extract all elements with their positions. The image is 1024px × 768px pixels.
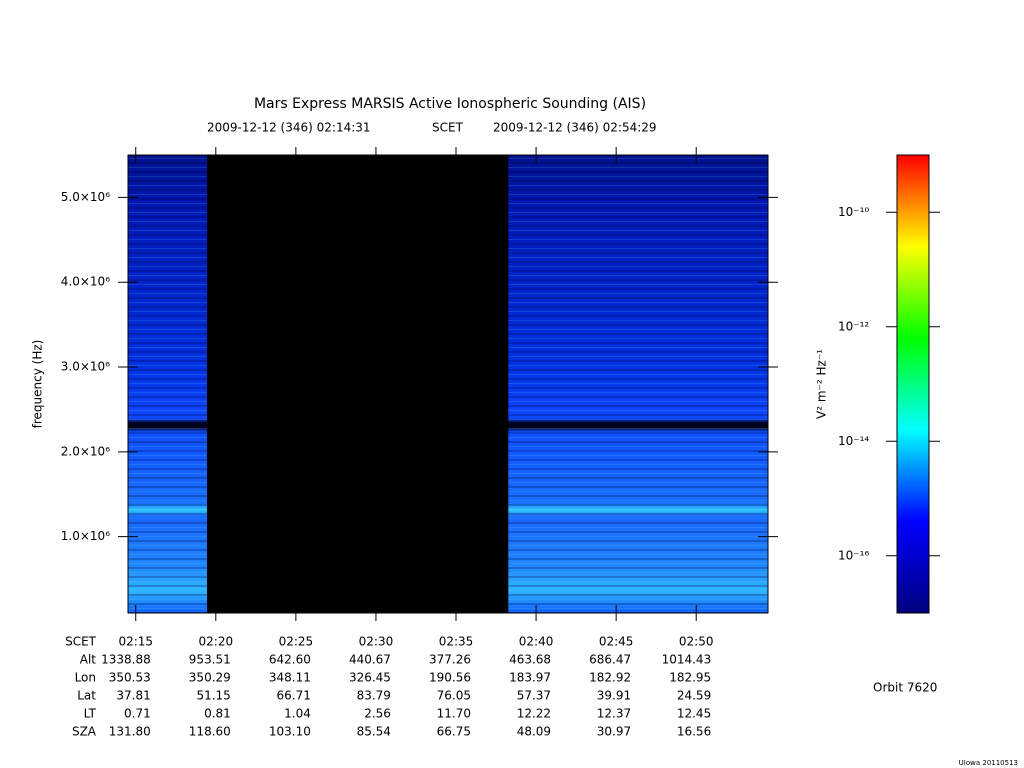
chart-title: Mars Express MARSIS Active Ionospheric S… <box>254 96 646 112</box>
ephemeris-value: 1.04 <box>284 707 311 721</box>
ephemeris-value: 12.45 <box>677 707 711 721</box>
ephemeris-value: 2.56 <box>364 707 391 721</box>
ephemeris-value: 12.37 <box>597 707 631 721</box>
ephemeris-value: 118.60 <box>189 725 231 739</box>
subtitle-label: SCET <box>432 121 464 135</box>
x-tick-label: 02:30 <box>359 635 394 649</box>
x-tick-label: 02:25 <box>279 635 314 649</box>
ephemeris-value: 183.97 <box>509 671 551 685</box>
y-tick-label: 4.0×10⁶ <box>61 275 110 289</box>
x-tick-label: 02:50 <box>679 635 714 649</box>
ephemeris-value: 642.60 <box>269 653 311 667</box>
orbit-label: Orbit 7620 <box>873 681 937 695</box>
ephemeris-row-label: Lon <box>75 671 96 685</box>
ephemeris-value: 11.70 <box>437 707 471 721</box>
ephemeris-value: 12.22 <box>517 707 551 721</box>
y-axis-label: frequency (Hz) <box>31 340 45 429</box>
ephemeris-value: 440.67 <box>349 653 391 667</box>
spectrogram-texture <box>128 155 207 613</box>
x-tick-label: 02:15 <box>118 635 153 649</box>
ephemeris-value: 66.71 <box>277 689 311 703</box>
ephemeris-value: 83.79 <box>357 689 391 703</box>
ephemeris-value: 1338.88 <box>101 653 151 667</box>
ephemeris-value: 0.71 <box>124 707 151 721</box>
ephemeris-value: 51.15 <box>196 689 230 703</box>
plot-area <box>128 155 768 613</box>
colorbar-tick-label: 10⁻¹⁴ <box>838 434 869 448</box>
x-tick-label: 02:45 <box>599 635 634 649</box>
ephemeris-value: 0.81 <box>204 707 231 721</box>
ephemeris-value: 463.68 <box>509 653 551 667</box>
ephemeris-row-label: Alt <box>80 653 97 667</box>
ephemeris-value: 182.95 <box>669 671 711 685</box>
ephemeris-value: 39.91 <box>597 689 631 703</box>
y-tick-label: 5.0×10⁶ <box>61 190 110 204</box>
ephemeris-value: 30.97 <box>597 725 631 739</box>
ephemeris-value: 348.11 <box>269 671 311 685</box>
ephemeris-value: 686.47 <box>589 653 631 667</box>
ephemeris-value: 190.56 <box>429 671 471 685</box>
x-tick-label: 02:20 <box>199 635 234 649</box>
ephemeris-value: 24.59 <box>677 689 711 703</box>
ephemeris-value: 57.37 <box>517 689 551 703</box>
colorbar-tick-label: 10⁻¹⁰ <box>838 205 869 219</box>
ephemeris-value: 350.29 <box>189 671 231 685</box>
y-tick-label: 1.0×10⁶ <box>61 529 110 543</box>
spectrogram-texture <box>508 155 768 613</box>
ephemeris-value: 1014.43 <box>662 653 712 667</box>
subtitle-start: 2009-12-12 (346) 02:14:31 <box>207 121 371 135</box>
ephemeris-row-label: SZA <box>72 725 97 739</box>
colorbar-tick-label: 10⁻¹² <box>838 319 869 333</box>
ephemeris-value: 953.51 <box>189 653 231 667</box>
x-tick-label: 02:40 <box>519 635 554 649</box>
ephemeris-value: 85.54 <box>357 725 391 739</box>
colorbar-tick-label: 10⁻¹⁶ <box>838 548 869 562</box>
plot-frame <box>127 154 769 614</box>
colorbar-label: V² m⁻² Hz⁻¹ <box>815 349 829 419</box>
subtitle-end: 2009-12-12 (346) 02:54:29 <box>493 121 657 135</box>
footer: UIowa 20110513 <box>959 759 1018 767</box>
ephemeris-value: 350.53 <box>109 671 151 685</box>
ephemeris-value: 131.80 <box>109 725 151 739</box>
x-tick-label: 02:35 <box>439 635 474 649</box>
colorbar <box>896 154 930 614</box>
ephemeris-value: 377.26 <box>429 653 471 667</box>
ephemeris-value: 16.56 <box>677 725 711 739</box>
ephemeris-value: 76.05 <box>437 689 471 703</box>
ephemeris-value: 103.10 <box>269 725 311 739</box>
ephemeris-value: 66.75 <box>437 725 471 739</box>
y-tick-label: 2.0×10⁶ <box>61 444 110 458</box>
ephemeris-value: 48.09 <box>517 725 551 739</box>
ephemeris-value: 326.45 <box>349 671 391 685</box>
ephemeris-time-label: SCET <box>65 635 97 649</box>
ephemeris-value: 182.92 <box>589 671 631 685</box>
ephemeris-row-label: Lat <box>77 689 96 703</box>
y-tick-label: 3.0×10⁶ <box>61 360 110 374</box>
ephemeris-value: 37.81 <box>116 689 150 703</box>
ephemeris-row-label: LT <box>84 707 97 721</box>
